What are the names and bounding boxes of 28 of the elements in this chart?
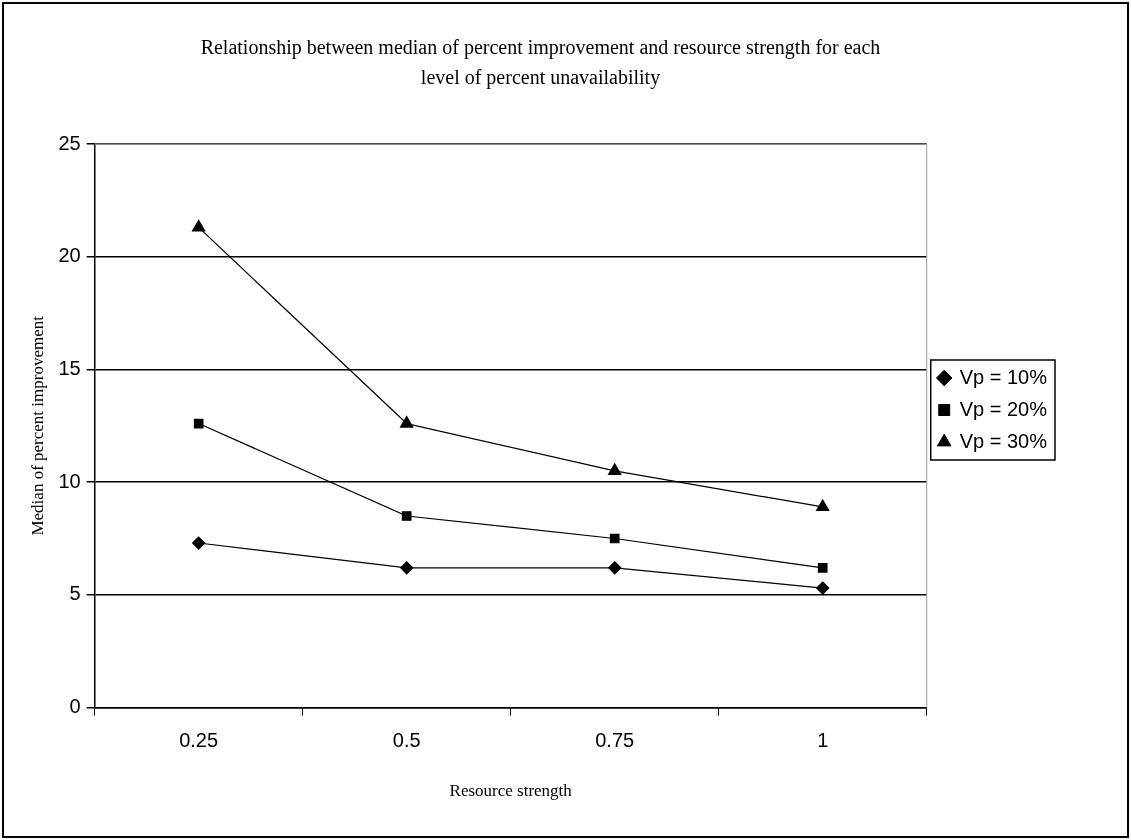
x-tick-label: 0.25 bbox=[179, 729, 219, 752]
y-tick-label: 5 bbox=[69, 582, 81, 605]
legend-label: Vp = 20% bbox=[959, 397, 1048, 420]
legend-label: Vp = 10% bbox=[959, 365, 1048, 388]
point bbox=[817, 562, 828, 573]
chart-title: Relationship between median of percent improvement and resource strength for each level of percent unavailability bbox=[200, 36, 881, 90]
x-tick-label: 0.5 bbox=[392, 729, 421, 752]
point bbox=[400, 415, 414, 428]
point bbox=[193, 418, 204, 429]
point bbox=[192, 536, 206, 550]
y-tick-label: 10 bbox=[58, 469, 81, 492]
x-tick-label: 1 bbox=[817, 729, 829, 752]
point bbox=[609, 533, 620, 544]
y-tick-label: 15 bbox=[58, 356, 81, 379]
point bbox=[400, 561, 414, 575]
point bbox=[401, 511, 412, 521]
point bbox=[816, 581, 830, 595]
point bbox=[816, 499, 830, 512]
y-tick-label: 20 bbox=[58, 244, 81, 267]
point bbox=[608, 561, 622, 575]
legend-label: Vp = 30% bbox=[959, 429, 1048, 452]
x-tick-label: 0.75 bbox=[595, 729, 635, 752]
point bbox=[608, 463, 622, 475]
x-axis-title: Resource strength bbox=[449, 781, 573, 801]
y-tick-label: 0 bbox=[69, 695, 81, 718]
point bbox=[191, 219, 206, 232]
y-axis-title: Median of percent improvement bbox=[27, 315, 47, 536]
y-tick-label: 25 bbox=[58, 131, 81, 154]
